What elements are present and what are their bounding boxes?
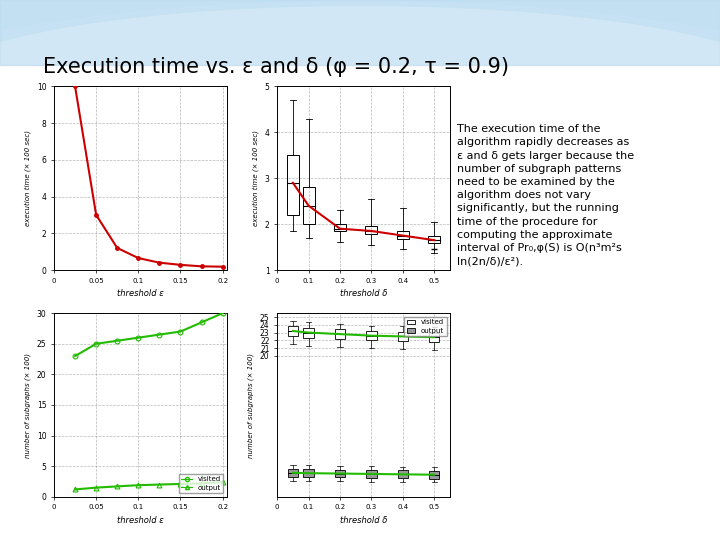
Y-axis label: execution time (× 100 sec): execution time (× 100 sec) — [253, 130, 259, 226]
Bar — [303, 328, 314, 338]
Text: The execution time of the
algorithm rapidly decreases as
ε and δ gets larger bec: The execution time of the algorithm rapi… — [457, 124, 634, 266]
Bar — [287, 155, 299, 215]
Bar — [288, 326, 298, 336]
Bar — [429, 333, 439, 342]
Bar — [335, 470, 345, 477]
Bar — [428, 235, 440, 244]
X-axis label: threshold δ: threshold δ — [340, 289, 387, 298]
X-axis label: threshold ε: threshold ε — [117, 516, 163, 525]
Bar — [366, 331, 377, 340]
Bar — [335, 329, 345, 339]
X-axis label: threshold ε: threshold ε — [117, 289, 163, 298]
Bar — [397, 332, 408, 341]
Y-axis label: execution time (× 100 sec): execution time (× 100 sec) — [24, 130, 31, 226]
Y-axis label: number of subgraphs (× 100): number of subgraphs (× 100) — [24, 353, 31, 457]
Bar — [288, 469, 298, 477]
Text: Execution time vs. ε and δ (φ = 0.2, τ = 0.9): Execution time vs. ε and δ (φ = 0.2, τ =… — [43, 57, 509, 77]
Bar — [303, 469, 314, 477]
Bar — [334, 224, 346, 231]
Bar — [366, 226, 377, 234]
Bar — [397, 231, 409, 239]
Bar — [429, 471, 439, 478]
Bar — [0, 0, 720, 65]
Bar — [366, 470, 377, 478]
X-axis label: threshold δ: threshold δ — [340, 516, 387, 525]
Legend: visited, output: visited, output — [404, 316, 446, 336]
Legend: visited, output: visited, output — [179, 474, 223, 494]
Polygon shape — [0, 0, 720, 86]
Y-axis label: number of subgraphs (× 100): number of subgraphs (× 100) — [248, 353, 254, 457]
Polygon shape — [0, 0, 720, 119]
Bar — [397, 470, 408, 478]
Bar — [302, 187, 315, 224]
